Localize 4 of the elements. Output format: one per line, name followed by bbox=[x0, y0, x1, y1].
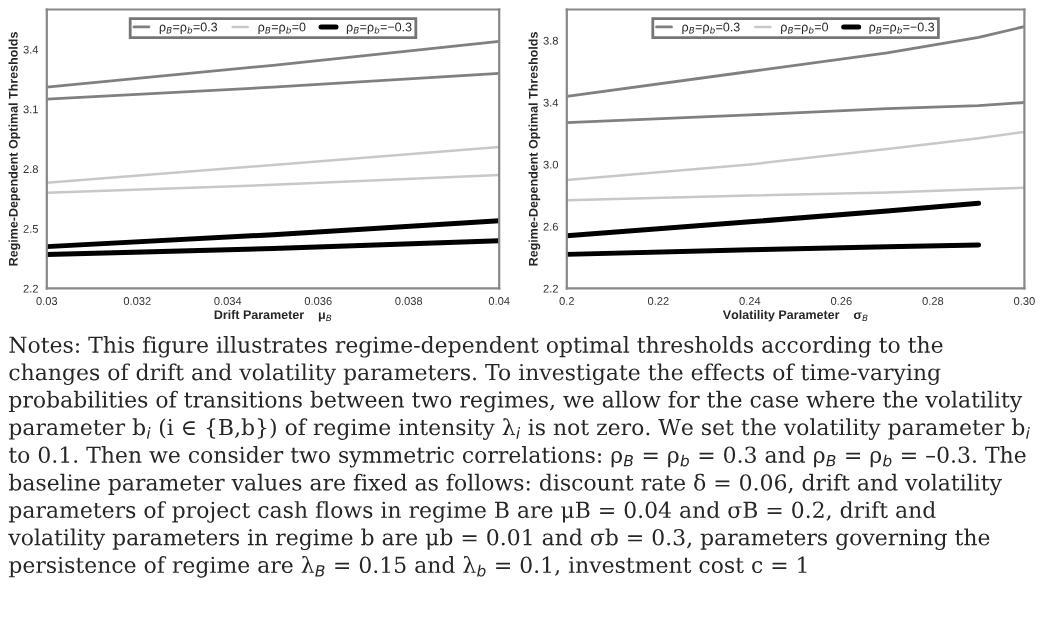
line-series bbox=[566, 130, 1025, 182]
text: Notes: This figure illustrates regime-dependent optimal thresholds according to the changes of drift and volatility parameters. To investigate the effects of time-varying probabilities of transitions between two regimes, we allow for the case where the volatility parameter b$_{i}$ (i ∈ {B,b}) of regime intensity λ$_{i}$ is not zero. We set the volatility parameter b$_{i}$ to 0.1. Then we consider two symmetric correlations: ρ$_{B}$ = ρ$_{b}$ = 0.3 and ρ$_{B}$ = ρ$_{b}$ = –0.3. The baseline parameter values are fixed as follows: discount rate δ = 0.06, drift and volatility parameters of project cash flows in regime B are μB = 0.04 and σB = 0.2, drift and volatility parameters in regime b are μb = 0.01 and σb = 0.3, parameters governing the persistence of regime are λ$_{B}$ = 0.15 and λ$_{b}$ = 0.1, investment cost c = 1 bbox=[8, 336, 1030, 578]
line-series bbox=[566, 200, 982, 239]
line-series bbox=[566, 186, 1025, 202]
